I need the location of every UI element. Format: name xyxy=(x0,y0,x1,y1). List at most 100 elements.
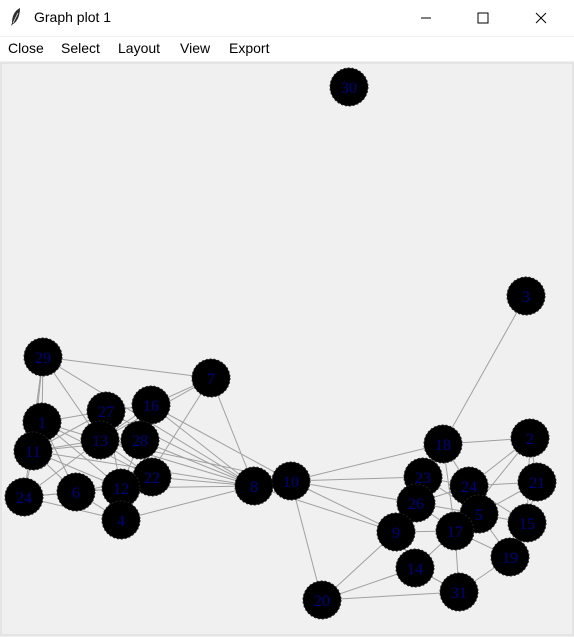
graph-node-label: 26 xyxy=(408,496,424,513)
graph-canvas[interactable]: 30 3 29 7 16 27 1 13 28 11 22 24 6 12 4 8 10 18 2 23 24 21 26 5… xyxy=(0,61,574,637)
graph-node-label: 17 xyxy=(447,524,463,541)
graph-edge xyxy=(290,480,417,504)
graph-node-4[interactable]: 4 xyxy=(101,500,141,540)
graph-node-label: 28 xyxy=(132,433,148,450)
graph-node-30[interactable]: 30 xyxy=(329,67,369,107)
graph-node-29[interactable]: 29 xyxy=(23,337,63,377)
window-title: Graph plot 1 xyxy=(34,9,112,25)
graph-node-20[interactable]: 20 xyxy=(302,580,342,620)
graph-node-circle[interactable] xyxy=(435,511,475,551)
minimize-icon xyxy=(421,17,431,18)
graph-node-label: 24 xyxy=(461,479,477,496)
feather-icon xyxy=(11,8,20,26)
graph-edge xyxy=(150,404,255,487)
minimize-button[interactable] xyxy=(403,0,449,35)
graph-node-circle[interactable] xyxy=(56,472,96,512)
maximize-button[interactable] xyxy=(460,0,506,35)
menu-select[interactable]: Select xyxy=(61,40,100,56)
graph-node-label: 29 xyxy=(35,350,51,367)
graph-edge xyxy=(442,295,527,445)
graph-node-21[interactable]: 21 xyxy=(517,462,557,502)
node-layer: 30 3 29 7 16 27 1 13 28 11 22 24 6 12 4 8 10 18 2 23 24 21 26 5… xyxy=(4,67,557,620)
graph-node-label: 11 xyxy=(25,444,40,461)
graph-node-circle[interactable] xyxy=(507,503,547,543)
graph-node-label: 22 xyxy=(144,470,160,487)
graph-node-label: 14 xyxy=(407,561,423,578)
graph-edge xyxy=(150,404,292,482)
graph-node-label: 9 xyxy=(392,525,400,542)
graph-node-circle[interactable] xyxy=(329,67,369,107)
graph-node-28[interactable]: 28 xyxy=(120,420,160,460)
graph-node-circle[interactable] xyxy=(271,461,311,501)
graph-node-label: 13 xyxy=(92,433,108,450)
menu-export[interactable]: Export xyxy=(229,40,270,56)
graph-node-22[interactable]: 22 xyxy=(132,457,172,497)
graph-node-13[interactable]: 13 xyxy=(80,420,120,460)
graph-node-2[interactable]: 2 xyxy=(510,418,550,458)
graph-node-label: 24 xyxy=(16,490,32,507)
graph-node-14[interactable]: 14 xyxy=(395,548,435,588)
graph-node-label: 23 xyxy=(415,470,431,487)
graph-node-8[interactable]: 8 xyxy=(234,466,274,506)
graph-node-10[interactable]: 10 xyxy=(271,461,311,501)
graph-node-circle[interactable] xyxy=(13,431,53,471)
graph-node-circle[interactable] xyxy=(132,457,172,497)
close-window-button[interactable] xyxy=(518,0,564,35)
graph-node-24[interactable]: 24 xyxy=(4,477,44,517)
graph-node-6[interactable]: 6 xyxy=(56,472,96,512)
menu-layout[interactable]: Layout xyxy=(118,40,161,56)
graph-node-3[interactable]: 3 xyxy=(506,276,546,316)
graph-node-label: 10 xyxy=(283,474,299,491)
graph-node-19[interactable]: 19 xyxy=(490,537,530,577)
graph-node-31[interactable]: 31 xyxy=(439,572,479,612)
graph-node-17[interactable]: 17 xyxy=(435,511,475,551)
graph-node-circle[interactable] xyxy=(191,358,231,398)
graph-node-label: 5 xyxy=(475,507,483,524)
menu-bar: Close Select Layout View Export xyxy=(0,36,574,62)
graph-node-label: 15 xyxy=(519,516,535,533)
graph-node-15[interactable]: 15 xyxy=(507,503,547,543)
graph-edge xyxy=(290,443,444,482)
graph-node-circle[interactable] xyxy=(23,337,63,377)
graph-node-9[interactable]: 9 xyxy=(376,512,416,552)
graph-node-label: 4 xyxy=(117,513,125,530)
graph-node-label: 31 xyxy=(451,585,467,602)
title-bar: Graph plot 1 xyxy=(0,0,574,35)
graph-edge xyxy=(42,356,212,379)
graph-node-label: 8 xyxy=(250,479,258,496)
graph-node-circle[interactable] xyxy=(439,572,479,612)
graph-node-26[interactable]: 26 xyxy=(396,483,436,523)
graph-plot[interactable]: 30 3 29 7 16 27 1 13 28 11 22 24 6 12 4 8 10 18 2 23 24 21 26 5… xyxy=(0,61,574,637)
graph-node-label: 30 xyxy=(341,80,357,97)
graph-node-circle[interactable] xyxy=(120,420,160,460)
graph-node-label: 6 xyxy=(72,485,80,502)
graph-node-label: 18 xyxy=(435,437,451,454)
graph-node-label: 12 xyxy=(113,481,129,498)
graph-node-label: 19 xyxy=(502,550,518,567)
graph-node-circle[interactable] xyxy=(101,500,141,540)
graph-node-18[interactable]: 18 xyxy=(423,424,463,464)
graph-node-circle[interactable] xyxy=(490,537,530,577)
graph-edge xyxy=(290,476,424,482)
canvas-border xyxy=(0,62,574,636)
menu-view[interactable]: View xyxy=(180,40,211,56)
graph-node-27[interactable]: 27 xyxy=(86,391,126,431)
graph-node-circle[interactable] xyxy=(395,548,435,588)
graph-node-circle[interactable] xyxy=(4,477,44,517)
graph-node-circle[interactable] xyxy=(302,580,342,620)
graph-node-7[interactable]: 7 xyxy=(191,358,231,398)
graph-node-12[interactable]: 12 xyxy=(101,468,141,508)
graph-node-circle[interactable] xyxy=(517,462,557,502)
graph-node-circle[interactable] xyxy=(506,276,546,316)
graph-node-circle[interactable] xyxy=(396,483,436,523)
graph-node-16[interactable]: 16 xyxy=(131,385,171,425)
graph-node-circle[interactable] xyxy=(376,512,416,552)
graph-node-circle[interactable] xyxy=(510,418,550,458)
graph-node-11[interactable]: 11 xyxy=(13,431,53,471)
graph-node-circle[interactable] xyxy=(80,420,120,460)
graph-node-label: 20 xyxy=(314,593,330,610)
graph-edge xyxy=(321,591,460,601)
menu-close[interactable]: Close xyxy=(8,40,44,56)
graph-node-label: 27 xyxy=(98,404,114,421)
graph-node-circle[interactable] xyxy=(423,424,463,464)
